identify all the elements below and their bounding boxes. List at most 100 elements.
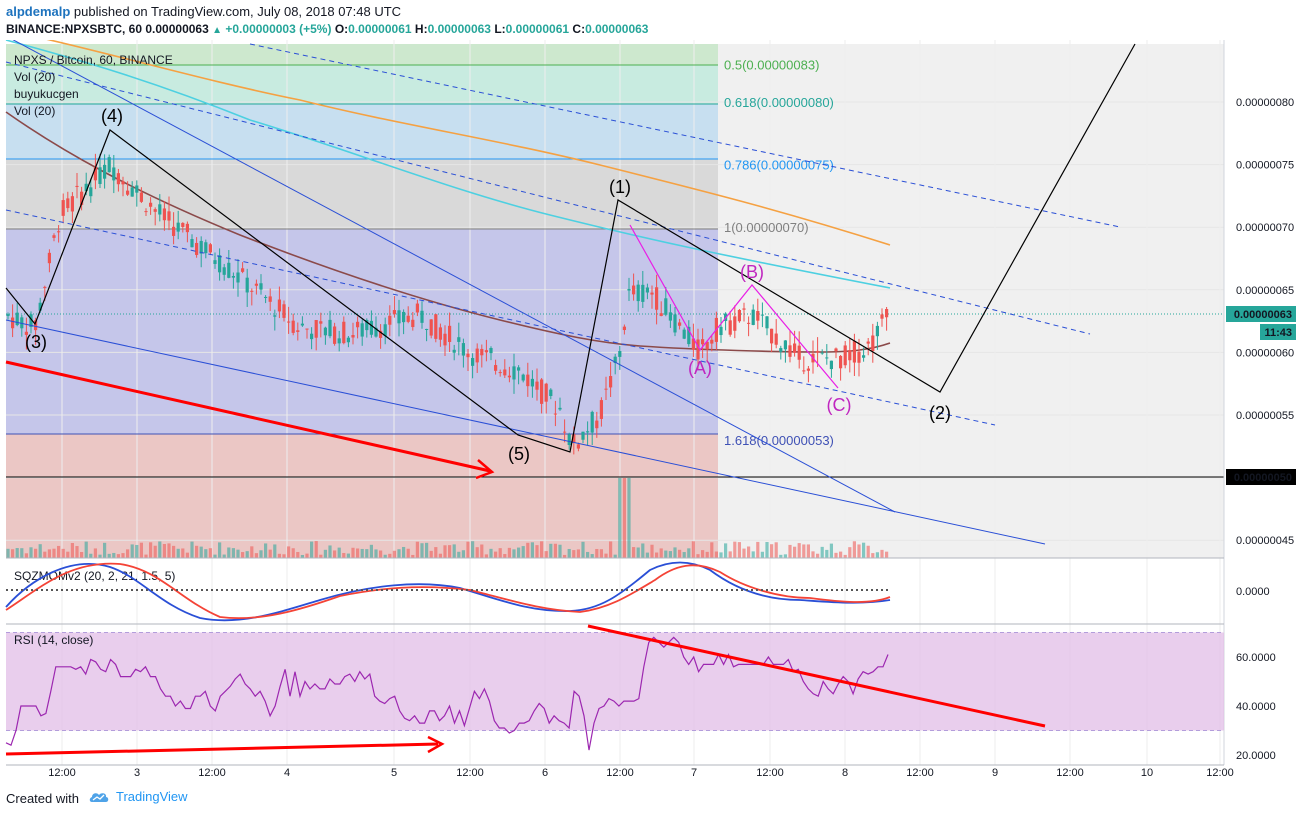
author-link[interactable]: alpdemalp	[6, 4, 71, 19]
candle-body	[392, 310, 396, 315]
volume-bar	[360, 548, 364, 558]
volume-bar	[806, 544, 810, 558]
volume-bar	[443, 545, 447, 558]
volume-bar	[825, 549, 829, 558]
candlesticks	[6, 153, 889, 455]
volume-bar	[586, 551, 590, 558]
candle-body	[167, 211, 171, 221]
volume-bar	[369, 544, 373, 558]
volume-bar	[259, 550, 263, 558]
volume-bar	[880, 549, 884, 558]
candle-body	[448, 325, 452, 342]
candle-body	[696, 339, 700, 360]
chart-canvas[interactable]: 0.5(0.00000083) 0.618(0.00000080) 0.786(0.…	[0, 40, 1304, 780]
candle-body	[254, 283, 258, 286]
candle-body	[383, 324, 387, 336]
volume-bar	[678, 549, 682, 558]
rsi-line	[5, 636, 889, 751]
candle-body	[314, 320, 318, 338]
trend-line-down	[12, 40, 896, 513]
candle-body	[356, 321, 360, 328]
candle-body	[691, 338, 695, 350]
volume-bar	[310, 541, 314, 558]
candle-body	[70, 196, 74, 212]
volume-bar	[871, 553, 875, 558]
volume-bar	[195, 545, 199, 558]
volume-bar	[645, 552, 649, 558]
candle-body	[425, 328, 429, 330]
high-label: H:	[414, 22, 428, 36]
volume-bar	[544, 551, 548, 558]
volume-bar	[328, 545, 332, 558]
candle-body	[379, 330, 383, 338]
candle-body	[756, 311, 760, 321]
volume-bar	[641, 543, 645, 558]
elliott-wave-path	[5, 43, 1136, 453]
candle-body	[549, 389, 553, 396]
candle-body	[443, 333, 447, 346]
volume-bar	[572, 550, 576, 558]
time-tick-label: 12:00	[1056, 767, 1084, 779]
volume-bar	[802, 544, 806, 558]
candle-body	[774, 333, 778, 345]
volume-bar	[839, 551, 843, 558]
candle-body	[360, 323, 364, 337]
candle-body	[176, 222, 180, 232]
volume-bar	[862, 542, 866, 558]
candle-body	[852, 341, 856, 363]
close-label: C:	[572, 22, 586, 36]
candle-body	[195, 242, 199, 255]
candle-body	[572, 434, 576, 443]
volume-bar	[512, 549, 516, 558]
candle-body	[797, 345, 801, 360]
candle-body	[98, 167, 102, 185]
candle-body	[402, 311, 406, 323]
candle-body	[737, 309, 741, 322]
candle-body	[530, 378, 534, 387]
candle-body	[581, 431, 585, 440]
volume-bar	[116, 554, 120, 558]
time-tick-label: 8	[842, 767, 848, 779]
wave-labels: (1) (2) (3) (4) (5) (A) (B) (C)	[25, 106, 951, 464]
candle-body	[820, 352, 824, 354]
abc-correction-path	[629, 224, 839, 389]
volume-bar	[121, 553, 125, 558]
fib-zones	[6, 44, 1224, 558]
tradingview-link[interactable]: TradingView	[88, 789, 188, 804]
candle-body	[236, 272, 240, 283]
candle-body	[507, 375, 511, 378]
volume-bar	[774, 542, 778, 558]
volume-bar	[204, 549, 208, 558]
volume-bar	[75, 546, 79, 558]
candle-body	[397, 310, 401, 324]
rsi-tick-label: 40.0000	[1236, 701, 1276, 713]
time-axis-ticks[interactable]: 12:00 3 12:00 4 5 12:00 6 12:00 7 12:00 8 12:00 9 12:…	[48, 767, 1234, 779]
candle-body	[475, 348, 479, 363]
time-tick-label: 9	[992, 767, 998, 779]
volume-bar	[852, 541, 856, 558]
volume-bar	[374, 549, 378, 558]
volume-bar	[199, 546, 203, 558]
volume-bar	[346, 553, 350, 558]
volume-bar	[530, 542, 534, 558]
candle-body	[153, 209, 157, 212]
volume-bar	[609, 541, 613, 558]
volume-bar	[218, 542, 222, 558]
channel-lower-dashed	[5, 209, 996, 426]
volume-bar	[241, 552, 245, 558]
volume-bar	[517, 547, 521, 558]
candle-body	[471, 357, 475, 366]
wave-label-1: (1)	[609, 177, 631, 197]
volume-bar	[604, 553, 608, 558]
chart-legend: NPXS / Bitcoin, 60, BINANCE Vol (20) buy…	[14, 53, 173, 118]
volume-bar	[135, 544, 139, 558]
volume-bar	[636, 547, 640, 558]
volume-bar	[153, 545, 157, 558]
volume-bar	[475, 547, 479, 558]
volume-bar	[480, 544, 484, 558]
volume-bar	[438, 553, 442, 558]
volume-bar	[751, 551, 755, 558]
price-axis[interactable]: 0.00000080 0.00000075 0.00000070 0.00000065…	[1223, 40, 1296, 765]
sqzmom-blue-line	[5, 561, 891, 622]
time-tick-label: 5	[391, 767, 397, 779]
